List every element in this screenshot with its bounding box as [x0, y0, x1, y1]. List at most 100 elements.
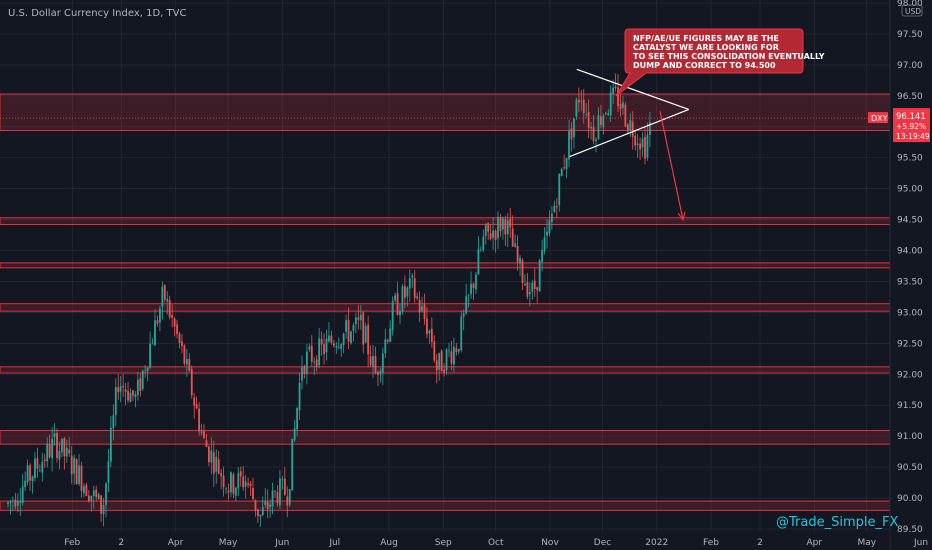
support-resistance-zone	[0, 93, 891, 131]
y-tick-label: 92.00	[897, 370, 923, 380]
candle-up	[470, 283, 472, 295]
candle-up	[308, 346, 311, 350]
candle-down	[592, 126, 595, 142]
candle-up	[514, 243, 517, 247]
candle-up	[646, 134, 649, 158]
candle-down	[80, 465, 83, 492]
candle-down	[257, 509, 259, 516]
candle-up	[636, 143, 639, 145]
candle-up	[467, 295, 470, 296]
candle-up	[502, 218, 504, 230]
candle-down	[252, 488, 254, 500]
candle-up	[261, 506, 264, 516]
time-axis-panel[interactable]	[0, 532, 890, 550]
annotation-box	[615, 28, 804, 97]
candle-down	[283, 478, 286, 495]
candle-down	[600, 116, 602, 125]
price-tag-bg	[893, 108, 930, 143]
candle-down	[163, 285, 166, 300]
y-tick-label: 98.00	[897, 0, 923, 9]
y-tick-label: 95.00	[897, 185, 923, 195]
x-tick-label: Dec	[594, 538, 611, 548]
candle-down	[619, 103, 622, 109]
candle-down	[320, 339, 323, 345]
candle-up	[641, 138, 644, 148]
candle-up	[53, 433, 56, 437]
x-tick-label: Jul	[328, 538, 340, 548]
y-tick-label: 97.50	[897, 30, 923, 40]
candle-down	[374, 356, 377, 374]
candle-up	[234, 487, 237, 496]
time-axis[interactable]: Feb 2 Apr May Jun Jul Aug Sep Oct Nov Dec 2022 Feb 2 A…	[64, 538, 928, 548]
candle-up	[575, 99, 578, 117]
candle-up	[524, 284, 526, 286]
candle-up	[355, 317, 357, 325]
candle-down	[396, 293, 399, 315]
candle-up	[381, 353, 384, 373]
candle-up	[445, 349, 448, 371]
candle-up	[269, 504, 272, 507]
candle-up	[558, 174, 561, 206]
candle-up	[604, 113, 607, 114]
candle-up	[225, 488, 227, 490]
last-price-tag: DXY 96.141 +5.92% 13:19:49	[868, 108, 930, 143]
currency-badge: USD	[901, 4, 923, 17]
candle-down	[347, 319, 350, 342]
candle-up	[51, 439, 53, 459]
y-tick-label: 97.00	[897, 61, 923, 71]
candle-up	[595, 139, 597, 142]
candle-up	[350, 331, 352, 344]
candle-up	[585, 113, 588, 115]
y-tick-label: 91.00	[897, 432, 923, 442]
candle-up	[61, 438, 63, 453]
candle-up	[136, 379, 139, 396]
candle-down	[43, 459, 46, 462]
candle-up	[389, 328, 392, 342]
candle-up	[548, 220, 551, 234]
candle-down	[617, 87, 619, 107]
candle-down	[386, 340, 389, 342]
candle-up	[264, 500, 267, 505]
candle-down	[56, 432, 58, 458]
candle-down	[631, 121, 634, 137]
candle-up	[92, 490, 95, 496]
x-tick-label: Apr	[806, 538, 822, 548]
candle-up	[296, 408, 298, 430]
candle-down	[183, 345, 186, 364]
candle-up	[65, 447, 68, 457]
candle-up	[506, 220, 509, 235]
candle-up	[34, 458, 36, 478]
candle-down	[70, 455, 73, 475]
price-axis-panel[interactable]	[890, 0, 932, 550]
candle-down	[404, 286, 406, 298]
candle-down	[75, 459, 78, 485]
candle-down	[516, 246, 519, 262]
support-resistance-zone	[0, 262, 891, 269]
candle-down	[624, 104, 627, 127]
x-tick-label: Jun	[274, 538, 289, 548]
candle-up	[492, 230, 494, 238]
candle-layer	[7, 73, 651, 527]
candle-down	[443, 369, 445, 373]
candle-up	[78, 465, 80, 485]
candle-down	[232, 474, 235, 494]
candle-down	[315, 359, 318, 368]
candle-down	[266, 501, 269, 509]
candle-down	[48, 444, 51, 458]
bar-countdown: 13:19:49	[896, 132, 930, 141]
candle-down	[323, 344, 325, 355]
annotation-callout[interactable]: NFP/AE/UE FIGURES MAY BE THE CATALYST WE …	[615, 28, 825, 97]
candle-up	[149, 343, 151, 368]
candle-up	[531, 283, 534, 292]
candle-up	[161, 286, 164, 307]
candle-down	[156, 320, 159, 324]
candle-up	[281, 479, 284, 481]
candle-up	[477, 249, 480, 275]
candle-up	[110, 428, 112, 462]
candle-up	[453, 346, 455, 365]
candle-up	[372, 355, 374, 367]
candle-up	[271, 490, 274, 507]
x-tick-label: Apr	[168, 538, 184, 548]
